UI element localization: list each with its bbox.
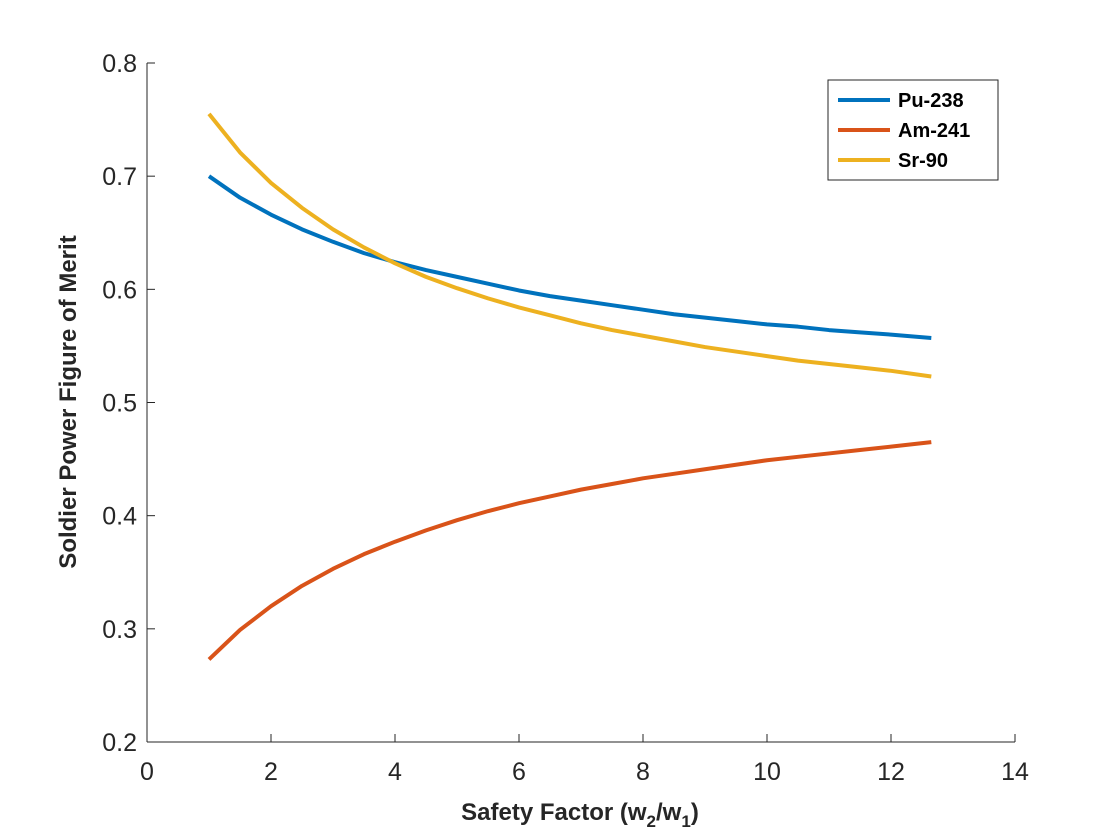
x-tick-label: 14 [1001,758,1029,786]
x-axis-label-mid: /w [656,799,682,826]
x-tick-label: 8 [636,758,650,786]
x-tick-label: 4 [388,758,402,786]
x-axis-label-end: ) [691,799,699,826]
x-axis-label-sub1: 2 [647,812,656,831]
series-line-pu-238 [207,174,932,340]
series-line-am-241 [207,440,932,661]
y-axis-label: Soldier Power Figure of Merit [55,235,82,568]
y-tick-label: 0.8 [102,50,137,78]
y-tick-label: 0.2 [102,729,137,757]
legend-label-sr-90: Sr-90 [898,150,948,172]
x-axis-label: Safety Factor (w2/w1) [461,799,699,831]
x-tick-label: 10 [753,758,781,786]
x-tick-label: 6 [512,758,526,786]
y-tick-label: 0.3 [102,616,137,644]
x-axis-ticks: 0 2 4 6 8 10 12 14 [140,734,1029,786]
x-tick-label: 0 [140,758,154,786]
y-tick-label: 0.7 [102,163,137,191]
series-layer [207,112,932,661]
series-line-sr-90 [207,112,932,379]
legend-label-am-241: Am-241 [898,120,970,142]
x-axis-label-sub2: 1 [681,812,690,831]
legend: Pu-238 Am-241 Sr-90 [827,79,999,181]
y-tick-label: 0.6 [102,276,137,304]
legend-label-pu-238: Pu-238 [898,90,964,112]
y-tick-label: 0.4 [102,503,137,531]
y-tick-label: 0.5 [102,390,137,418]
x-tick-label: 12 [877,758,905,786]
x-tick-label: 2 [264,758,278,786]
x-axis-label-main: Safety Factor (w [461,799,647,826]
y-axis-ticks: 0.2 0.3 0.4 0.5 0.6 0.7 0.8 [102,50,155,757]
